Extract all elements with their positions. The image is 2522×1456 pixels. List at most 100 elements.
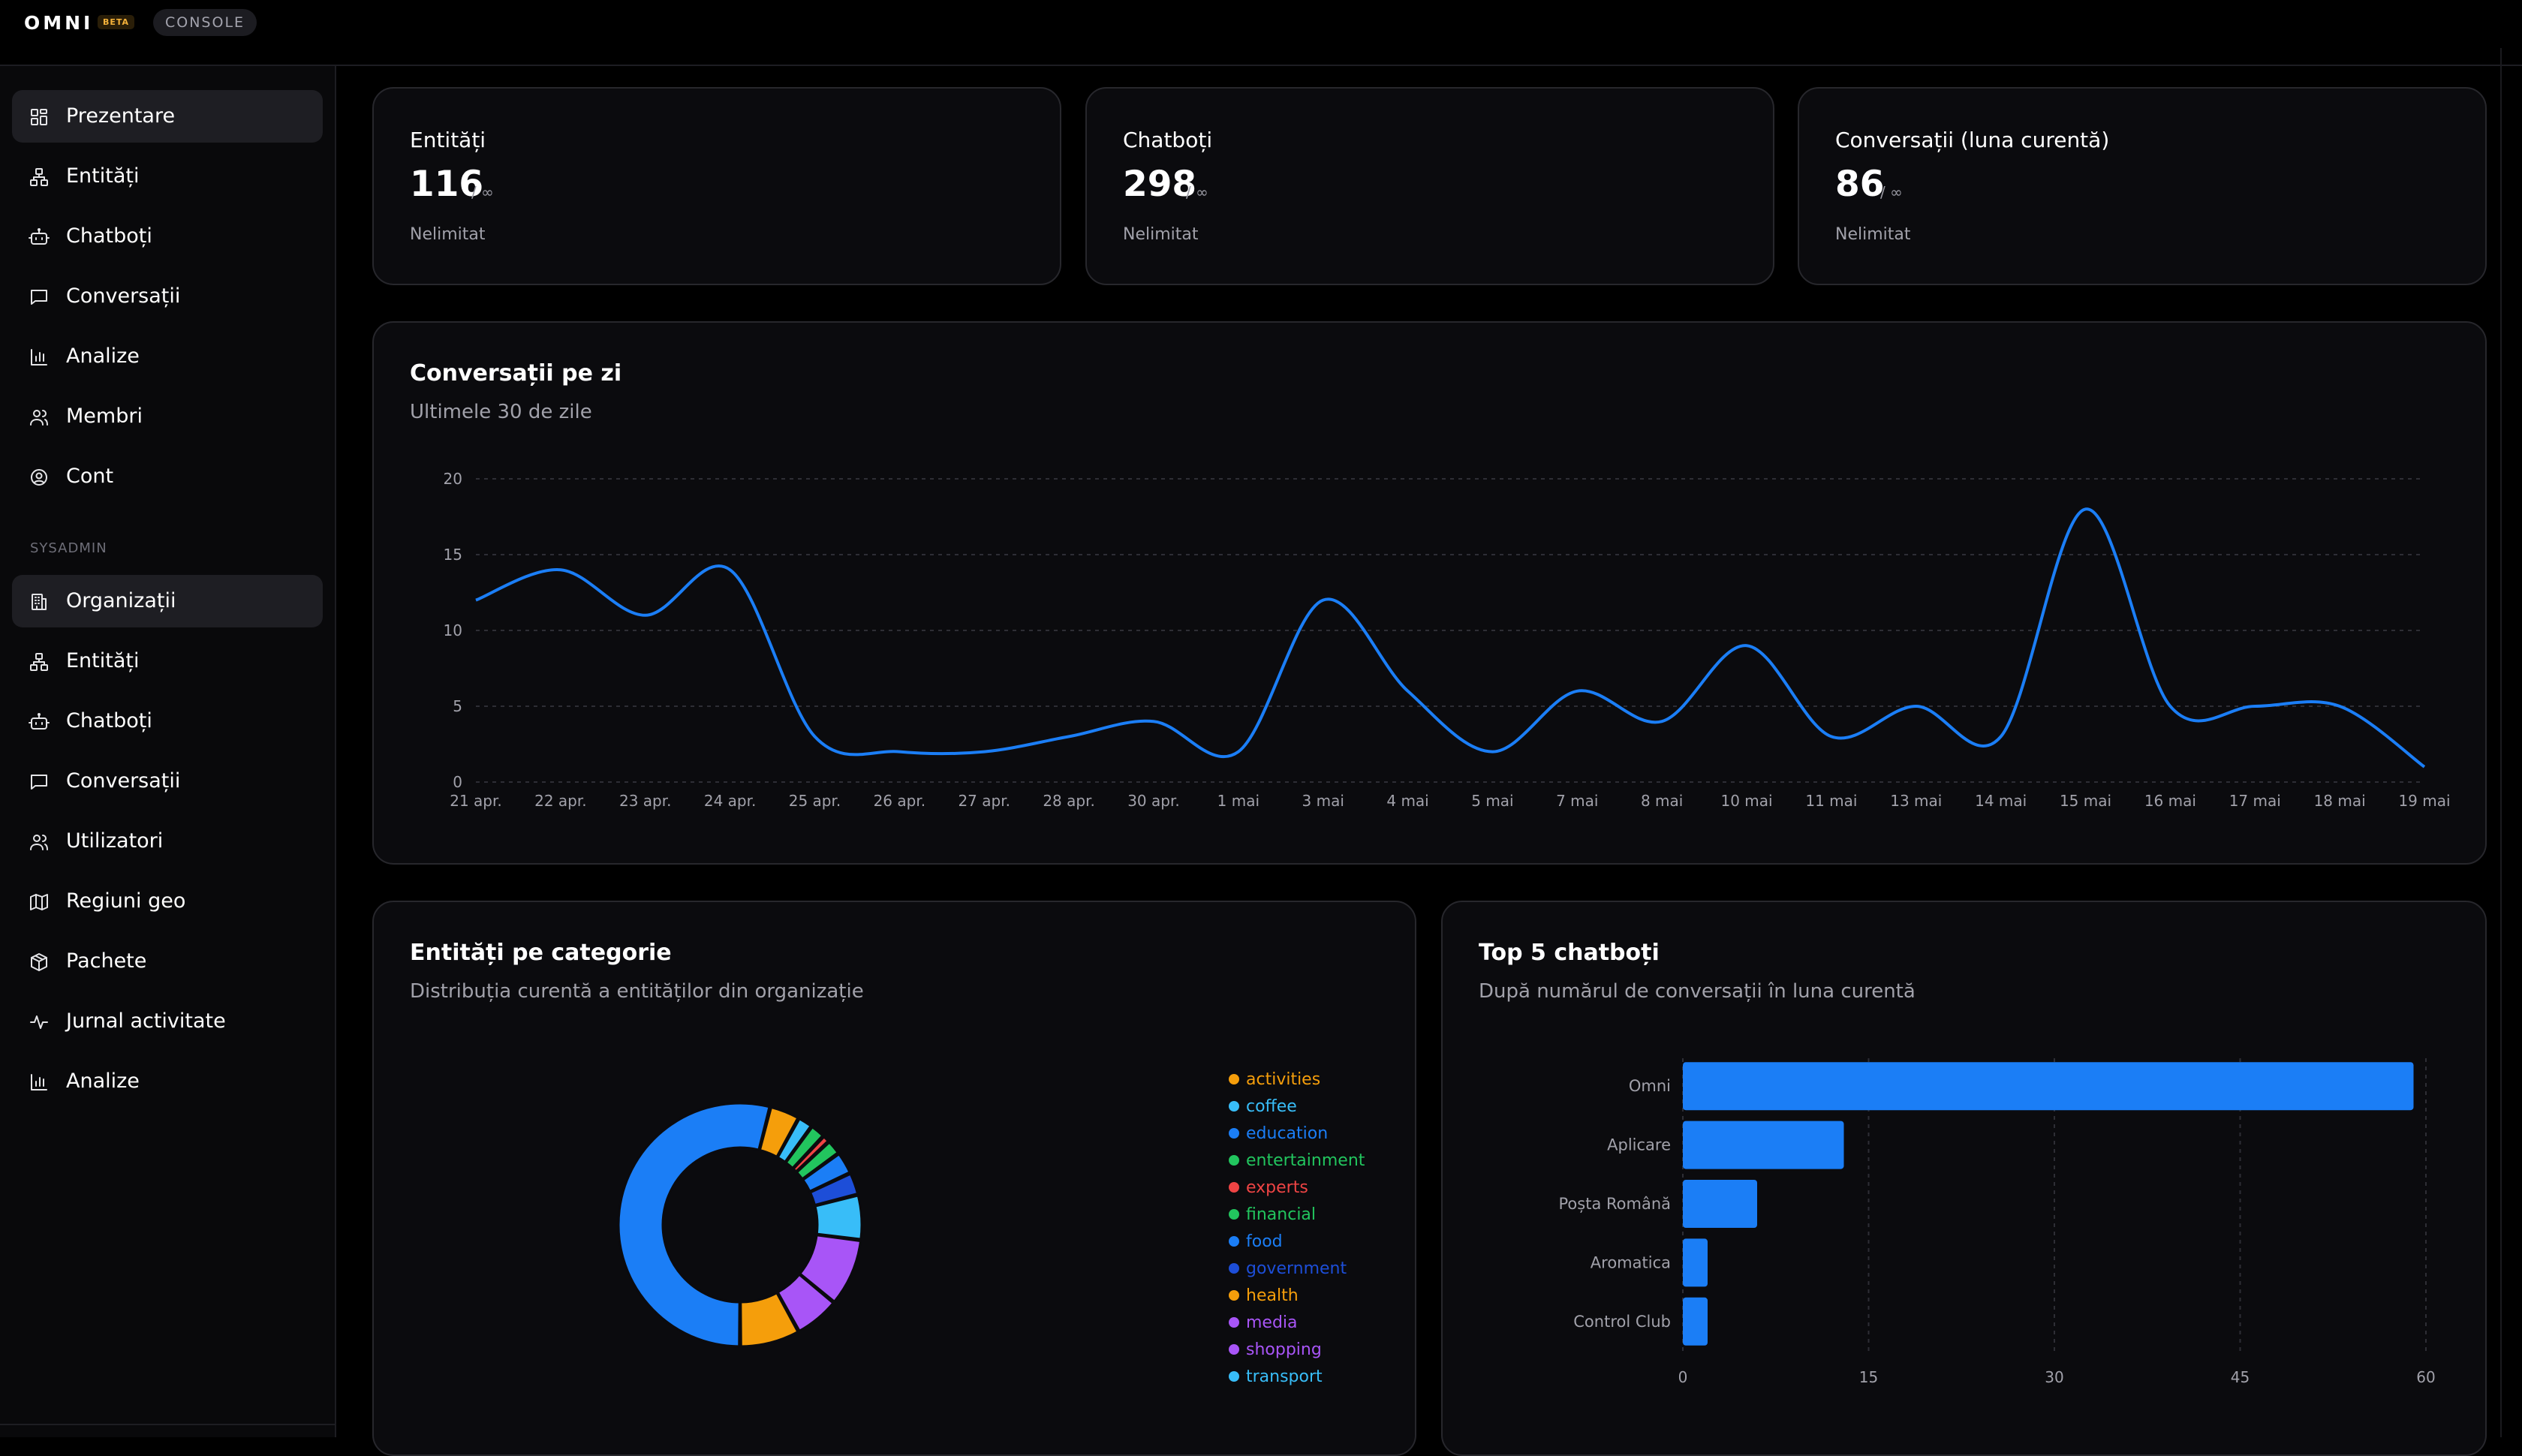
pie-slice-shopping[interactable] [798,1234,862,1304]
x-tick-label: 1 mai [1217,792,1259,810]
x-tick-label: 24 apr. [704,792,757,810]
sidebar-item-chatboti[interactable]: Chatboți [12,210,323,263]
conversations-line-chart[interactable]: 0 5 10 15 20 21 apr. 22 apr. 23 apr. 24 apr. 25 a… [374,323,2485,863]
legend-label[interactable]: health [1246,1286,1299,1305]
message-square-icon [29,772,50,793]
legend-swatch [1229,1236,1239,1247]
legend-label[interactable]: experts [1246,1178,1308,1197]
top-chatbots-bar-chart[interactable]: 0 15 30 45 60 Omni Aplicare Poșta Română Aromati… [1443,902,2485,1438]
beta-badge: BETA [98,15,135,29]
pie-slice-education[interactable] [617,1102,771,1348]
legend-label[interactable]: entertainment [1246,1151,1365,1170]
card-title: Entități pe categorie [410,940,672,966]
pie-slice-coffee[interactable] [776,1117,813,1164]
x-tick-label: 23 apr. [619,792,672,810]
message-square-icon [29,287,50,308]
legend-swatch [1229,1155,1239,1166]
top-chatbots-card: Top 5 chatboți După numărul de conversaț… [1441,901,2487,1456]
stat-max: / ∞ [471,183,494,201]
stat-sub: Nelimitat [1123,225,1199,244]
legend-label[interactable]: media [1246,1313,1298,1332]
sidebar-item-entitati[interactable]: Entități [12,150,323,203]
x-tick-label: 17 mai [2229,792,2281,810]
legend-label[interactable]: food [1246,1232,1283,1251]
sidebar-item-analize[interactable]: Analize [12,330,323,383]
sidebar-item-prezentare[interactable]: Prezentare [12,90,323,143]
bar[interactable] [1683,1238,1708,1287]
x-tick-label: 13 mai [1890,792,1942,810]
legend-swatch [1229,1317,1239,1328]
user-circle-icon [29,467,50,488]
sidebar-item-organizatii[interactable]: Organizații [12,575,323,627]
x-tick-label: 15 mai [2060,792,2111,810]
pie-slice-food[interactable] [801,1152,852,1193]
users-icon [29,407,50,428]
sidebar-item-regiuni-geo[interactable]: Regiuni geo [12,875,323,928]
legend-label[interactable]: transport [1246,1367,1323,1386]
sidebar-item-conversatii[interactable]: Conversații [12,270,323,323]
sidebar-item-cont[interactable]: Cont [12,450,323,503]
category-donut-chart[interactable]: activities coffee education entertainment ex… [374,902,1415,1438]
bar[interactable] [1683,1062,2414,1111]
sidebar-item-utilizatori[interactable]: Utilizatori [12,815,323,868]
card-subtitle: Ultimele 30 de zile [410,401,592,423]
sidebar-divider [0,1424,335,1425]
y-category-label: Poșta Română [1559,1195,1671,1213]
y-tick-label: 15 [444,546,462,564]
sidebar-item-analize[interactable]: Analize [12,1055,323,1108]
x-tick-label: 8 mai [1641,792,1683,810]
x-tick-label: 7 mai [1556,792,1598,810]
legend-swatch [1229,1344,1239,1355]
pie-slice-government[interactable] [808,1172,859,1207]
bot-icon [29,227,50,248]
legend-label[interactable]: financial [1246,1205,1316,1224]
card-subtitle: După numărul de conversații în luna cure… [1479,980,1916,1003]
sidebar-item-jurnal-activitate[interactable]: Jurnal activitate [12,995,323,1048]
console-badge[interactable]: CONSOLE [153,9,257,36]
legend-label[interactable]: shopping [1246,1340,1322,1359]
pie-slice-experts[interactable] [791,1135,830,1174]
omni-logo[interactable]: OMNI [24,12,94,34]
y-category-label: Omni [1629,1077,1671,1095]
x-tick-label: 27 apr. [958,792,1010,810]
x-tick-label: 0 [1678,1368,1688,1386]
bar-chart-icon [29,1072,50,1093]
stat-title: Entități [410,128,486,152]
pie-slice-activities[interactable] [758,1106,799,1159]
bar[interactable] [1683,1297,1708,1346]
building-icon [29,591,50,612]
sidebar-item-entitati[interactable]: Entități [12,635,323,687]
pie-slice-transport[interactable] [814,1194,863,1241]
bar[interactable] [1683,1180,1757,1228]
legend-swatch [1229,1101,1239,1112]
legend-swatch [1229,1128,1239,1139]
sidebar-item-membri[interactable]: Membri [12,390,323,443]
scrollbar-track[interactable] [2500,48,2502,1437]
sidebar-item-label: Cont [66,465,114,488]
y-tick-label: 5 [453,697,462,715]
x-tick-label: 25 apr. [789,792,841,810]
sidebar-item-chatboti[interactable]: Chatboți [12,695,323,748]
x-tick-label: 10 mai [1720,792,1772,810]
pie-slice-health[interactable] [739,1291,799,1348]
dashboard-grid-icon [29,107,50,128]
legend-label[interactable]: activities [1246,1070,1320,1089]
legend-swatch [1229,1290,1239,1301]
pie-slice-entertainment[interactable] [784,1125,825,1170]
sidebar-item-label: Conversații [66,769,181,793]
series-line[interactable] [475,507,2426,769]
sidebar-item-pachete[interactable]: Pachete [12,935,323,988]
pie-slice-financial[interactable] [795,1140,840,1181]
y-category-label: Aromatica [1591,1253,1671,1271]
top-bar: OMNI BETA CONSOLE [0,0,2522,66]
legend-label[interactable]: education [1246,1124,1328,1143]
x-tick-label: 18 mai [2314,792,2366,810]
pie-slice-media[interactable] [776,1273,835,1333]
legend-label[interactable]: coffee [1246,1097,1297,1116]
sidebar-item-conversatii[interactable]: Conversații [12,755,323,808]
x-tick-label: 5 mai [1471,792,1513,810]
legend-label[interactable]: government [1246,1259,1347,1278]
bar[interactable] [1683,1121,1844,1169]
stat-sub: Nelimitat [1835,225,1911,244]
sidebar-item-label: Organizații [66,589,176,612]
